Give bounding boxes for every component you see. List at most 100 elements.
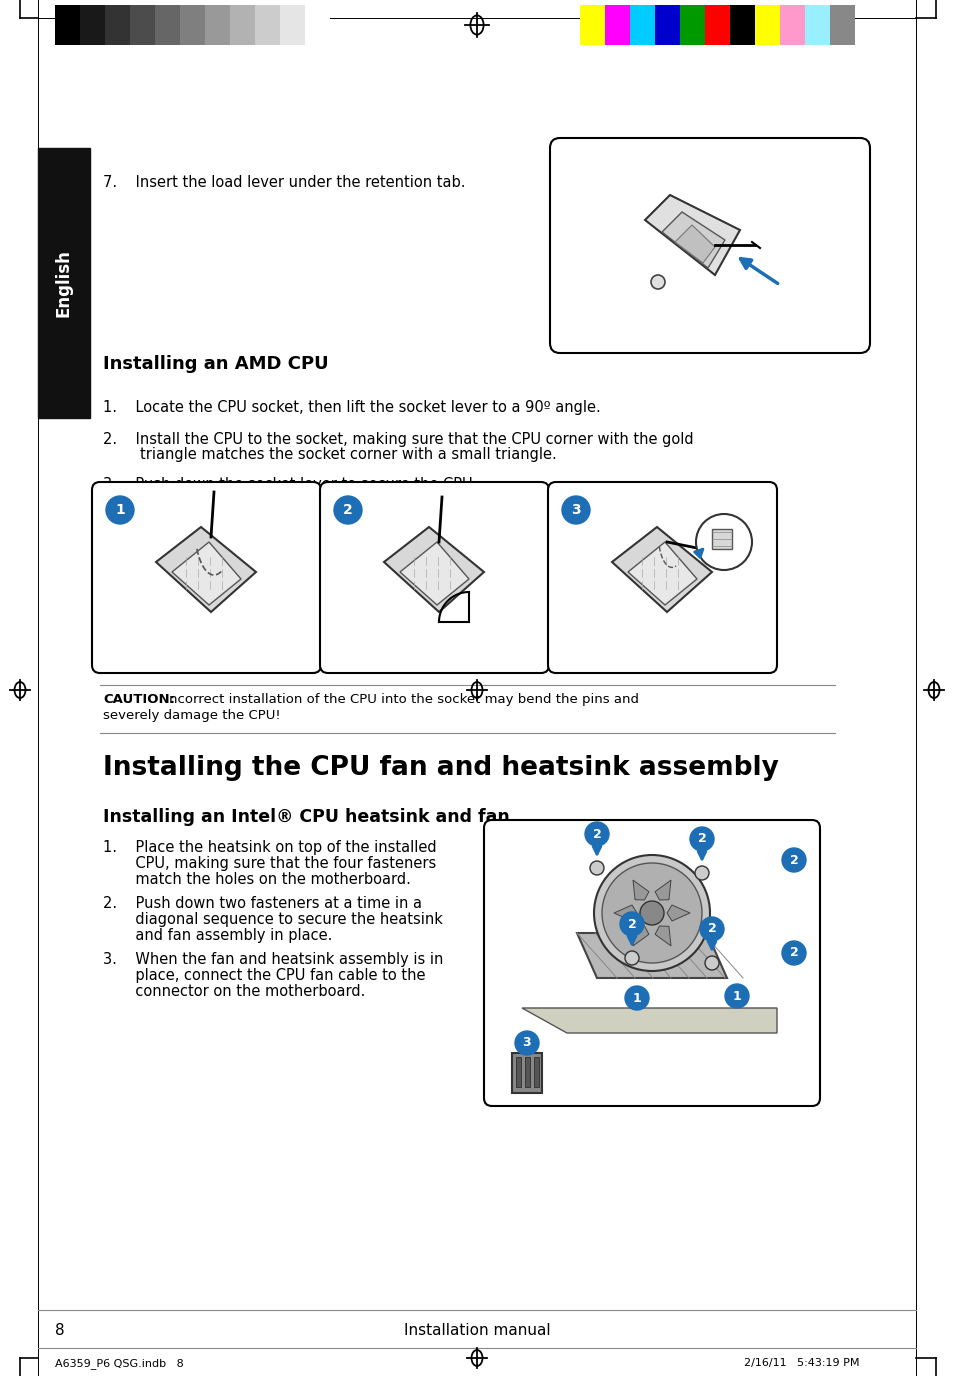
Text: 1: 1	[632, 992, 640, 1004]
Bar	[604, 6, 629, 45]
Bar	[230, 6, 254, 45]
Text: 2: 2	[343, 504, 353, 517]
Text: Installing an AMD CPU: Installing an AMD CPU	[103, 355, 328, 373]
FancyBboxPatch shape	[550, 138, 869, 354]
Circle shape	[624, 951, 639, 965]
Bar	[38, 149, 90, 418]
Text: CPU, making sure that the four fasteners: CPU, making sure that the four fasteners	[103, 856, 436, 871]
FancyBboxPatch shape	[91, 482, 320, 673]
Polygon shape	[577, 933, 726, 978]
Polygon shape	[521, 1009, 776, 1033]
Text: 1: 1	[115, 504, 125, 517]
Polygon shape	[384, 527, 483, 612]
Text: place, connect the CPU fan cable to the: place, connect the CPU fan cable to the	[103, 967, 425, 982]
Text: 3: 3	[522, 1036, 531, 1050]
Text: 2.    Install the CPU to the socket, making sure that the CPU corner with the go: 2. Install the CPU to the socket, making…	[103, 432, 693, 447]
Polygon shape	[655, 881, 670, 900]
Circle shape	[601, 863, 701, 963]
Bar	[679, 6, 704, 45]
Bar	[704, 6, 729, 45]
Polygon shape	[655, 926, 670, 945]
Bar	[180, 6, 205, 45]
Bar	[305, 6, 330, 45]
Text: Installing the CPU fan and heatsink assembly: Installing the CPU fan and heatsink asse…	[103, 755, 778, 782]
Polygon shape	[399, 542, 469, 605]
Text: 1.    Locate the CPU socket, then lift the socket lever to a 90º angle.: 1. Locate the CPU socket, then lift the …	[103, 400, 600, 416]
Text: 2.    Push down two fasteners at a time in a: 2. Push down two fasteners at a time in …	[103, 896, 421, 911]
Circle shape	[689, 827, 713, 850]
Circle shape	[594, 854, 709, 971]
Polygon shape	[633, 926, 648, 945]
Circle shape	[781, 848, 805, 872]
Text: 2: 2	[627, 918, 636, 930]
Polygon shape	[156, 527, 255, 612]
Text: severely damage the CPU!: severely damage the CPU!	[103, 709, 280, 722]
FancyBboxPatch shape	[483, 820, 820, 1106]
Bar	[804, 6, 829, 45]
Polygon shape	[172, 542, 241, 605]
Text: A6359_P6 QSG.indb   8: A6359_P6 QSG.indb 8	[55, 1358, 184, 1369]
Polygon shape	[612, 527, 711, 612]
Circle shape	[624, 987, 648, 1010]
Bar	[711, 528, 731, 549]
Text: connector on the motherboard.: connector on the motherboard.	[103, 984, 365, 999]
Circle shape	[589, 861, 603, 875]
Text: 3.    Push down the socket lever to secure the CPU.: 3. Push down the socket lever to secure …	[103, 477, 476, 493]
Text: triangle matches the socket corner with a small triangle.: triangle matches the socket corner with …	[103, 447, 557, 462]
Text: Incorrect installation of the CPU into the socket may bend the pins and: Incorrect installation of the CPU into t…	[161, 694, 639, 706]
FancyBboxPatch shape	[319, 482, 548, 673]
Text: 2: 2	[789, 853, 798, 867]
Circle shape	[106, 495, 133, 524]
Text: 2: 2	[789, 947, 798, 959]
Polygon shape	[661, 212, 724, 268]
Text: 2: 2	[697, 832, 705, 845]
Text: English: English	[55, 249, 73, 316]
Circle shape	[584, 821, 608, 846]
Circle shape	[704, 956, 719, 970]
Circle shape	[619, 912, 643, 936]
Text: 3.    When the fan and heatsink assembly is in: 3. When the fan and heatsink assembly is…	[103, 952, 443, 967]
Bar	[729, 6, 754, 45]
Bar	[130, 6, 154, 45]
Bar	[754, 6, 780, 45]
Polygon shape	[675, 226, 714, 263]
Bar	[205, 6, 230, 45]
Bar	[516, 1057, 520, 1087]
Text: 2: 2	[592, 827, 600, 841]
Text: CAUTION:: CAUTION:	[103, 694, 174, 706]
Circle shape	[650, 275, 664, 289]
Bar	[55, 6, 80, 45]
Bar	[829, 6, 854, 45]
Text: match the holes on the motherboard.: match the holes on the motherboard.	[103, 872, 411, 888]
Text: 7.    Insert the load lever under the retention tab.: 7. Insert the load lever under the reten…	[103, 175, 465, 190]
Text: 1.    Place the heatsink on top of the installed: 1. Place the heatsink on top of the inst…	[103, 839, 436, 854]
Circle shape	[700, 916, 723, 941]
Circle shape	[695, 866, 708, 881]
FancyBboxPatch shape	[547, 482, 776, 673]
Bar	[105, 6, 130, 45]
Text: and fan assembly in place.: and fan assembly in place.	[103, 927, 332, 943]
Bar	[579, 6, 604, 45]
Circle shape	[561, 495, 589, 524]
Text: 1: 1	[732, 989, 740, 1003]
Circle shape	[639, 901, 663, 925]
Text: Installation manual: Installation manual	[403, 1322, 550, 1337]
Bar	[655, 6, 679, 45]
Bar	[80, 6, 105, 45]
Bar	[280, 6, 305, 45]
Bar	[629, 6, 655, 45]
Bar	[254, 6, 280, 45]
Bar	[512, 1053, 541, 1093]
Polygon shape	[614, 905, 637, 921]
Bar	[154, 6, 180, 45]
Bar	[524, 1057, 530, 1087]
Text: 3: 3	[571, 504, 580, 517]
Text: 2/16/11   5:43:19 PM: 2/16/11 5:43:19 PM	[743, 1358, 859, 1368]
Circle shape	[515, 1031, 538, 1055]
Bar	[534, 1057, 538, 1087]
Circle shape	[334, 495, 361, 524]
Text: 2: 2	[707, 922, 716, 936]
Text: Installing an Intel® CPU heatsink and fan: Installing an Intel® CPU heatsink and fa…	[103, 808, 509, 826]
Text: diagonal sequence to secure the heatsink: diagonal sequence to secure the heatsink	[103, 912, 442, 927]
Circle shape	[781, 941, 805, 965]
